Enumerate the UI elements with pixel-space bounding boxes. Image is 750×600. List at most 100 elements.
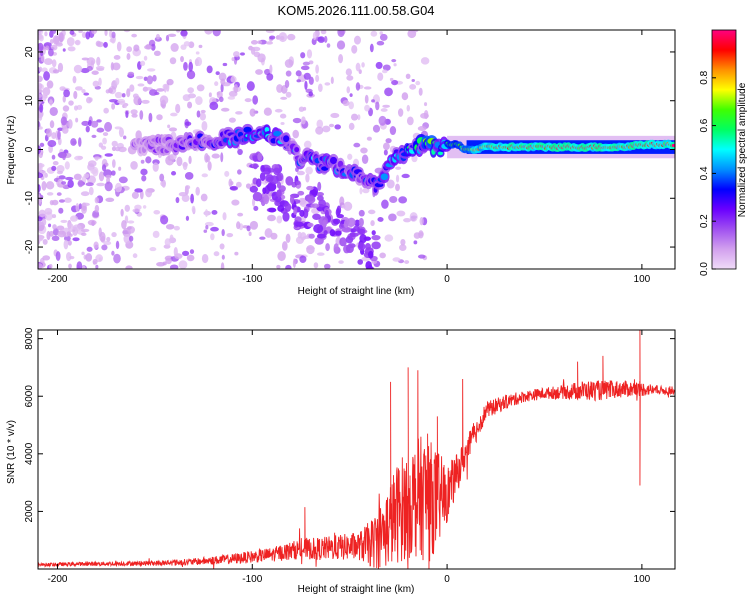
spectrogram-band-blob [307, 222, 314, 228]
spectrogram-noise-blob [320, 30, 327, 35]
spectrogram-noise-blob [64, 197, 72, 203]
spectrogram-noise-blob [299, 255, 307, 263]
spectrogram-noise-blob [61, 181, 67, 185]
spectrogram-band-blob [343, 218, 349, 229]
spectrogram-noise-blob [132, 93, 139, 99]
spectrogram-noise-blob [183, 61, 188, 71]
spectrogram-noise-blob [52, 224, 57, 230]
spectrogram-noise-blob [63, 89, 70, 98]
spectrogram-band-blob [345, 235, 354, 244]
spectrogram-noise-blob [57, 230, 67, 238]
spectrogram-noise-blob [90, 168, 98, 174]
spectrogram-noise-blob [57, 62, 64, 73]
colorbar-tick-label: 0.6 [699, 118, 710, 132]
spectrogram-noise-blob [375, 61, 383, 69]
spectrogram-noise-blob [48, 264, 53, 269]
spectrogram-noise-blob [113, 55, 121, 60]
spectrogram-noise-blob [401, 92, 409, 101]
spectrogram-noise-blob [196, 110, 201, 118]
spectrogram-noise-blob [38, 216, 43, 222]
spectrogram-noise-blob [269, 64, 273, 74]
spectrogram-noise-blob [330, 112, 340, 119]
spectrogram-band-blob [329, 229, 336, 237]
spectrogram-y-ticks: -20 -10 0 10 20 [24, 46, 675, 254]
y-tick-label: -20 [24, 239, 35, 254]
spectrogram-noise-blob [92, 80, 100, 87]
spectrogram-ridge-blob [273, 130, 282, 137]
spectrogram-noise-blob [60, 219, 68, 223]
spectrogram-noise-blob [383, 149, 388, 156]
spectrogram-noise-blob [116, 41, 122, 52]
spectrogram-band-blob [306, 195, 316, 204]
spectrogram-noise-blob [96, 119, 102, 123]
spectrogram-noise-blob [64, 161, 70, 170]
spectrogram-noise-blob [353, 142, 361, 148]
snr-series-line [38, 330, 675, 569]
spectrogram-noise-blob [395, 174, 400, 183]
spectrogram-noise-blob [399, 244, 407, 252]
spectrogram-noise-blob [145, 156, 152, 164]
spectrogram-noise-blob [221, 254, 225, 260]
spectrogram-noise-blob [360, 147, 368, 154]
spectrogram-ridge-blob [243, 126, 252, 133]
spectrogram-noise-blob [96, 127, 105, 133]
spectrogram-noise-blob [317, 36, 325, 43]
y-tick-label: 8000 [24, 327, 35, 350]
spectrogram-noise-blob [417, 126, 427, 131]
spectrogram-noise-blob [38, 82, 43, 90]
y-tick-label: -10 [24, 191, 35, 206]
spectrogram-noise-blob [124, 204, 131, 212]
spectrogram-noise-blob [302, 61, 310, 66]
spectrogram-noise-blob [336, 40, 346, 50]
spectrogram-noise-blob [300, 65, 310, 71]
spectrogram-noise-blob [176, 156, 183, 167]
spectrogram-noise-blob [233, 83, 239, 94]
spectrogram-noise-blob [62, 105, 70, 112]
spectrogram-noise-blob [334, 124, 341, 130]
spectrogram-noise-blob [389, 126, 397, 136]
spectrogram-noise-blob [72, 75, 77, 84]
spectrogram-band-blob [338, 223, 344, 229]
spectrogram-noise-blob [180, 55, 184, 63]
spectrogram-noise-blob [67, 179, 74, 189]
spectrogram-noise-blob [191, 205, 196, 213]
spectrogram-noise-blob [87, 219, 97, 226]
spectrogram-band-blob [347, 217, 356, 227]
spectrogram-noise-blob [74, 155, 83, 161]
spectrogram-noise-blob [170, 43, 179, 52]
spectrogram-noise-blob [53, 227, 59, 236]
spectrogram-band-blob [282, 211, 290, 222]
spectrogram-noise-blob [38, 209, 46, 218]
spectrogram-band-blob [371, 230, 376, 236]
spectrogram-noise-blob [78, 137, 82, 147]
spectrogram-noise-blob [43, 71, 51, 81]
spectrogram-noise-blob [165, 223, 175, 230]
spectrogram-noise-blob [391, 59, 397, 63]
spectrogram-noise-blob [236, 221, 241, 230]
spectrogram-noise-blob [123, 135, 127, 140]
spectrogram-noise-blob [184, 172, 194, 180]
spectrogram-noise-blob [259, 236, 266, 240]
spectrogram-noise-blob [233, 51, 240, 58]
spectrogram-noise-blob [317, 83, 323, 93]
spectrogram-band-blob [371, 241, 381, 250]
spectrogram-noise-blob [292, 117, 302, 124]
spectrogram-noise-blob [184, 185, 191, 190]
spectrogram-noise-blob [168, 127, 178, 132]
spectrogram-noise-blob [160, 215, 169, 225]
spectrogram-noise-blob [62, 152, 66, 161]
spectrogram-band-blob [336, 214, 344, 219]
spectrogram-noise-blob [182, 94, 191, 102]
spectrogram-noise-blob [406, 116, 414, 126]
spectrogram-ridge-blob [380, 173, 389, 181]
spectrogram-noise-blob [126, 53, 131, 60]
spectrogram-noise-blob [140, 60, 146, 67]
spectrogram-noise-blob [127, 220, 135, 224]
spectrogram-noise-blob [298, 106, 305, 112]
spectrogram-noise-blob [355, 62, 361, 72]
spectrogram-noise-blob [132, 208, 141, 213]
spectrogram-noise-blob [131, 191, 139, 199]
spectrogram-noise-blob [205, 224, 209, 230]
spectrogram-noise-blob [361, 154, 369, 164]
spectrogram-noise-blob [382, 64, 391, 71]
